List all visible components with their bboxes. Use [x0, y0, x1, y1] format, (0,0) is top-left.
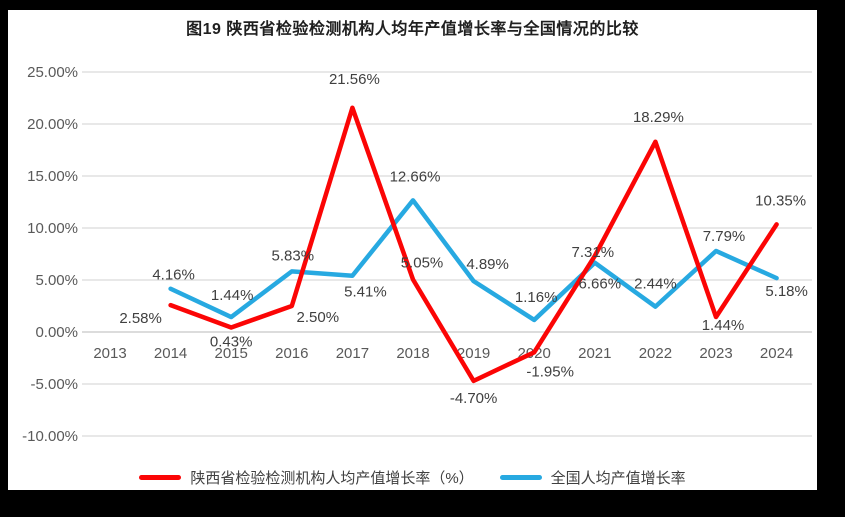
data-label-shaanxi: -4.70%	[450, 390, 498, 407]
data-label-national: 1.16%	[515, 289, 558, 306]
legend-label-shaanxi: 陕西省检验检测机构人均产值增长率（%）	[190, 470, 474, 487]
data-label-national: 4.16%	[152, 267, 195, 284]
series-line-shaanxi	[168, 105, 779, 384]
data-label-shaanxi: 2.50%	[297, 309, 340, 326]
data-label-national: 4.89%	[466, 256, 509, 273]
data-label-shaanxi: 5.05%	[401, 254, 444, 271]
chart-title: 图19 陕西省检验检测机构人均年产值增长率与全国情况的比较	[186, 21, 639, 38]
data-label-national: 5.18%	[765, 283, 808, 300]
data-label-national: 2.44%	[634, 276, 677, 293]
y-axis-tick-label: -10.00%	[22, 428, 78, 445]
line-chart-plot-area: 25.00% 20.00% 15.00% 10.00% 5.00% 0.00% -5.00%…	[22, 64, 812, 445]
data-label-national: 6.66%	[579, 276, 622, 293]
x-axis-tick-label: 2023	[699, 345, 732, 362]
y-axis-tick-label: -5.00%	[30, 376, 78, 393]
x-axis-tick-label: 2022	[639, 345, 672, 362]
series-line-national	[168, 198, 779, 323]
x-axis-tick-label: 2013	[93, 345, 126, 362]
data-label-national: 12.66%	[390, 168, 441, 185]
data-label-shaanxi: 18.29%	[633, 109, 684, 126]
x-axis-tick-label: 2017	[336, 345, 369, 362]
legend-item-national: 全国人均产值增长率	[499, 467, 686, 488]
data-label-shaanxi: 7.31%	[572, 244, 615, 261]
x-axis-tick-label: 2016	[275, 345, 308, 362]
y-axis-tick-label: 25.00%	[27, 64, 78, 81]
data-label-shaanxi: 21.56%	[329, 71, 380, 88]
legend-swatch-national	[499, 475, 542, 480]
y-axis-tick-label: 0.00%	[35, 324, 78, 341]
x-axis-tick-label: 2019	[457, 345, 490, 362]
data-label-national: 1.44%	[211, 287, 254, 304]
x-axis-tick-label: 2021	[578, 345, 611, 362]
x-axis-tick-label: 2014	[154, 345, 187, 362]
x-axis-tick-label: 2018	[396, 345, 429, 362]
data-label-shaanxi: 1.44%	[702, 317, 745, 334]
y-axis-tick-label: 5.00%	[35, 272, 78, 289]
y-axis-tick-label: 10.00%	[27, 220, 78, 237]
data-label-shaanxi: 2.58%	[119, 310, 162, 327]
y-axis-tick-label: 20.00%	[27, 116, 78, 133]
data-label-national: 7.79%	[703, 228, 746, 245]
data-label-shaanxi: -1.95%	[526, 363, 574, 380]
data-label-national: 5.41%	[344, 284, 387, 301]
data-label-national: 5.83%	[272, 247, 315, 264]
data-label-shaanxi: 0.43%	[210, 334, 253, 351]
chart-legend: 陕西省检验检测机构人均产值增长率（%） 全国人均产值增长率	[8, 467, 817, 488]
legend-swatch-shaanxi	[139, 475, 182, 480]
legend-label-national: 全国人均产值增长率	[550, 470, 686, 487]
x-axis-tick-label: 2024	[760, 345, 793, 362]
data-label-shaanxi: 10.35%	[755, 192, 806, 209]
legend-item-shaanxi: 陕西省检验检测机构人均产值增长率（%）	[139, 467, 474, 488]
y-axis-tick-label: 15.00%	[27, 168, 78, 185]
x-axis-tick-label: 2015	[215, 345, 248, 362]
chart-canvas: 图19 陕西省检验检测机构人均年产值增长率与全国情况的比较 25.00% 20.0…	[8, 10, 817, 490]
